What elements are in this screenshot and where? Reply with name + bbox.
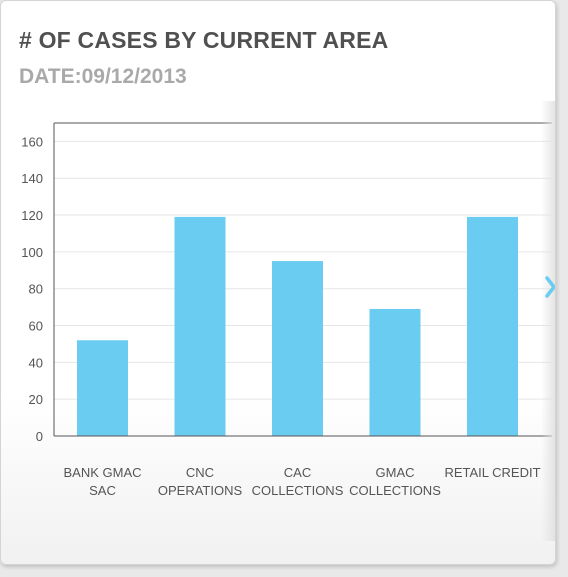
next-chart-button[interactable] [539,269,555,305]
bar[interactable] [467,216,518,436]
chart-date: DATE:09/12/2013 [19,65,187,88]
y-tick-label: 120 [21,208,43,223]
x-category-label: SAC [89,483,116,498]
y-tick-label: 20 [29,392,43,407]
x-category-labels: BANK GMAC SAC CNC OPERATIONS CAC COLLECTIONS G… [63,465,540,498]
x-category-label: CAC [284,465,311,480]
y-tick-label: 100 [21,245,43,260]
x-category-label: COLLECTIONS [252,483,344,498]
axes [53,122,552,437]
x-category-label: COLLECTIONS [349,483,441,498]
x-category-label: GMAC [376,465,415,480]
bar[interactable] [77,340,128,436]
x-category-label: BANK GMAC [63,465,141,480]
chart-card: # OF CASES BY CURRENT AREA DATE:09/12/20… [0,0,556,565]
bar[interactable] [174,216,226,436]
chevron-right-icon [545,276,555,298]
y-tick-label: 60 [29,319,43,334]
x-category-label: OPERATIONS [158,483,243,498]
y-tick-label: 0 [36,429,43,444]
bar[interactable] [272,261,323,436]
chart-title: # OF CASES BY CURRENT AREA [19,27,389,53]
y-tick-label: 80 [29,282,43,297]
y-tick-label: 160 [21,134,43,149]
bar[interactable] [369,308,421,436]
y-tick-label: 140 [21,171,43,186]
y-tick-labels: 0 20 40 60 80 100 120 140 160 [21,134,43,444]
scroll-fade [541,101,555,541]
x-category-label: CNC [186,465,214,480]
bars [77,216,518,436]
x-category-label: RETAIL CREDIT [444,465,540,480]
y-tick-label: 40 [29,355,43,370]
bar-chart: 0 20 40 60 80 100 120 140 160 BANK GMAC SAC CNC OPE… [21,122,552,498]
